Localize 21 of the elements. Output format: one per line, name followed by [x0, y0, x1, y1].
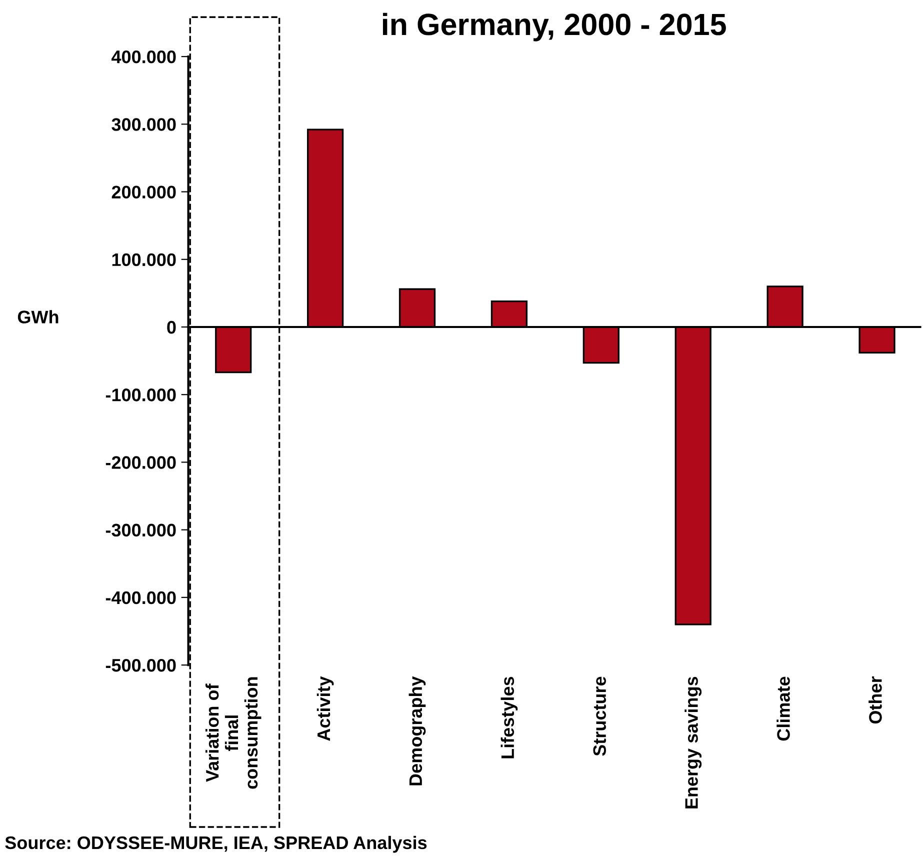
y-tick-label: -100.000	[106, 388, 176, 402]
x-tick-label: Demography	[408, 676, 426, 786]
y-tick-label: 400.000	[112, 50, 176, 64]
x-tick-label: Structure	[593, 676, 606, 756]
y-tick-label: -500.000	[106, 658, 176, 672]
x-tick-label: Other	[868, 676, 882, 724]
y-tick-label: 300.000	[112, 118, 176, 131]
y-tick-label: -200.000	[106, 456, 176, 469]
x-tick-label: Lifestyles	[500, 676, 518, 758]
y-axis-title: GWh	[18, 310, 58, 324]
chart-title: in Germany, 2000 - 2015	[382, 12, 726, 42]
x-tick-label: Variation of final consumption	[205, 677, 262, 789]
y-tick-label: 0	[167, 320, 176, 334]
source-note: Source: ODYSSEE-MURE, IEA, SPREAD Analysis	[5, 836, 427, 853]
y-tick-label: -300.000	[106, 524, 176, 537]
x-tick-label: Climate	[776, 676, 790, 741]
y-tick-label: 100.000	[112, 253, 176, 266]
y-tick-label: -400.000	[106, 591, 176, 604]
y-tick-label: 200.000	[112, 186, 176, 198]
x-tick-label: Energy savings	[684, 676, 702, 808]
x-tick-label: Activity	[316, 676, 334, 741]
